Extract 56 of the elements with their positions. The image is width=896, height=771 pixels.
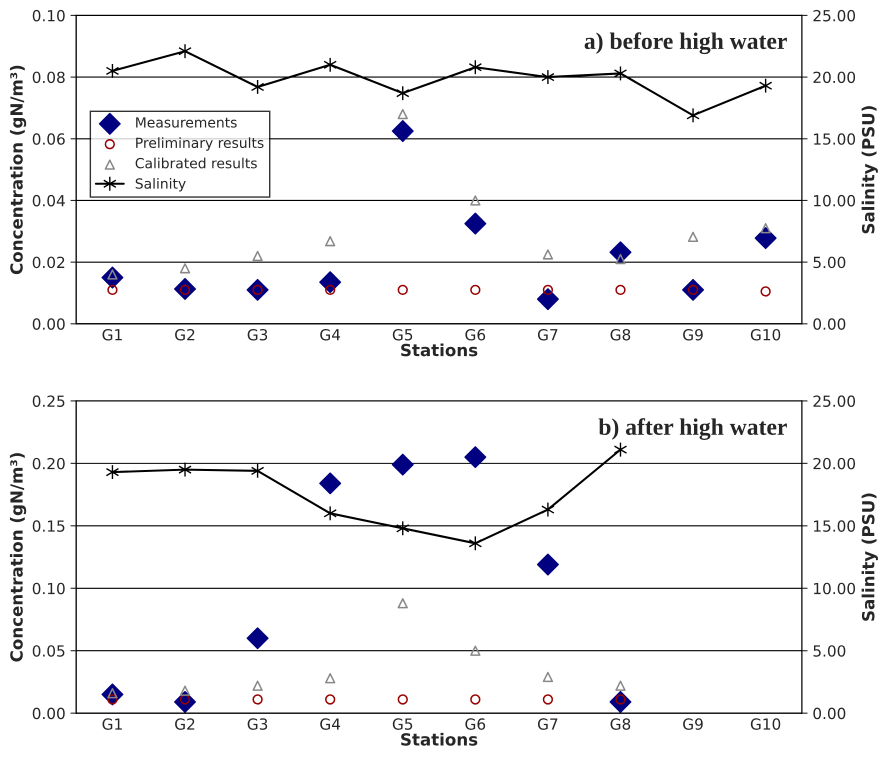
x-tick-label: G4: [320, 718, 340, 730]
y2-tick-label: 5.00: [814, 645, 846, 657]
x-tick-label: G2: [175, 718, 194, 730]
x-tick-label: G7: [538, 718, 558, 730]
x-tick-label: G2: [175, 328, 194, 341]
y-tick-label: 0.08: [32, 72, 65, 84]
text: b) after high water: [598, 418, 787, 440]
x-tick-label: G10: [750, 328, 780, 341]
y-tick-label: 0.20: [32, 458, 65, 470]
x-tick-label: G5: [392, 718, 412, 730]
x-tick-label: G6: [465, 718, 486, 730]
y2-tick-label: 25.00: [813, 10, 856, 22]
legend-label: Preliminary results: [136, 137, 264, 151]
y-tick-label: 0.00: [32, 318, 65, 330]
legend-label: Measurements: [136, 117, 237, 128]
y-tick-label: 0.10: [32, 10, 65, 22]
y2-tick-label: 10.00: [814, 582, 856, 594]
y-axis-title: Concentration (gN/m³): [10, 453, 26, 662]
y2-tick-label: 25.00: [813, 395, 856, 407]
x-axis-title: Stations: [401, 343, 478, 356]
y-tick-label: 0.02: [32, 256, 64, 268]
x-tick-label: G9: [683, 328, 703, 341]
y-tick-label: 0.25: [32, 395, 64, 407]
x-tick-label: G3: [248, 718, 268, 730]
y2-axis-title: Salinity (PSU): [862, 106, 878, 234]
y-tick-label: 0.00: [32, 708, 65, 720]
y-tick-label: 0.05: [32, 645, 64, 657]
x-tick-label: G4: [320, 328, 340, 341]
x-tick-label: G10: [750, 718, 780, 730]
x-tick-label: G1: [102, 328, 122, 341]
y-axis-title: Concentration (gN/m³): [10, 66, 26, 274]
y-tick-label: 0.06: [32, 133, 65, 145]
text: a) before high water: [584, 32, 787, 54]
x-tick-label: G6: [465, 328, 486, 341]
x-tick-label: G1: [102, 718, 122, 730]
legend-label: Calibrated results: [136, 158, 257, 168]
x-tick-label: G7: [538, 328, 558, 341]
y-tick-label: 0.10: [32, 582, 65, 594]
y2-tick-label: 0.00: [813, 708, 846, 720]
y2-tick-label: 15.00: [814, 133, 856, 145]
y-tick-label: 0.15: [32, 520, 64, 532]
y2-tick-label: 15.00: [814, 520, 856, 532]
y2-tick-label: 0.00: [813, 318, 846, 330]
y2-tick-label: 20.00: [813, 72, 856, 84]
y-tick-label: 0.04: [32, 194, 65, 206]
x-tick-label: G5: [392, 328, 412, 341]
x-tick-label: G3: [248, 328, 268, 341]
y2-tick-label: 10.00: [814, 194, 856, 206]
x-axis-title: Stations: [401, 732, 478, 746]
legend-label: Salinity: [136, 178, 186, 192]
x-tick-label: G8: [610, 328, 630, 341]
x-tick-label: G9: [683, 718, 703, 730]
y2-tick-label: 20.00: [813, 458, 856, 470]
y2-tick-label: 5.00: [814, 256, 846, 268]
x-tick-label: G8: [610, 718, 630, 730]
y2-axis-title: Salinity (PSU): [862, 494, 878, 621]
